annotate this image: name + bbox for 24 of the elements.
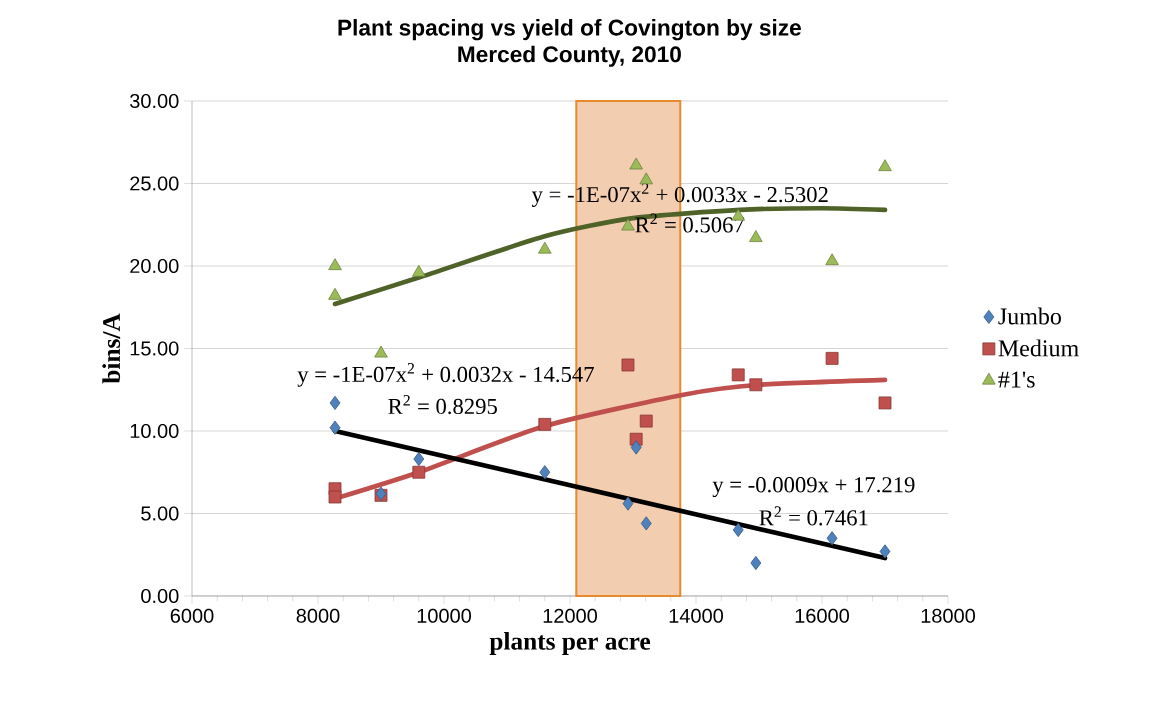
legend-label: Jumbo <box>998 307 1061 325</box>
x-tick-label: 6000 <box>170 608 214 623</box>
x-tick-label: 12000 <box>543 608 598 623</box>
annotation: R$^{2}$ = 0.7461 <box>759 506 868 526</box>
y-tick-label: 30.00 <box>130 93 179 109</box>
legend-label: Medium <box>998 339 1079 357</box>
x-tick-label: 10000 <box>417 608 472 623</box>
x-tick-label: 14000 <box>669 608 724 623</box>
y-tick-label: 0.00 <box>141 588 179 604</box>
y-tick-label: 10.00 <box>130 423 179 439</box>
chart-subtitle: Merced County, 2010 <box>458 45 681 67</box>
y-axis-title: bins/A <box>102 313 121 384</box>
x-tick-label: 18000 <box>921 608 976 623</box>
y-tick-label: 5.00 <box>141 506 179 521</box>
y-tick-label: 25.00 <box>130 176 179 191</box>
annotation: R$^{2}$ = 0.8295 <box>388 394 497 415</box>
y-tick-label: 15.00 <box>130 341 179 356</box>
x-tick-label: 8000 <box>296 608 340 623</box>
legend-label: #1's <box>998 371 1035 388</box>
annotation: y = -0.0009x + 17.219 <box>712 477 915 498</box>
y-tick-label: 20.00 <box>130 258 179 274</box>
x-tick-label: 16000 <box>795 608 850 623</box>
x-axis-title: plants per acre <box>489 632 651 655</box>
chart-title: Plant spacing vs yield of Covington by size <box>338 19 801 41</box>
